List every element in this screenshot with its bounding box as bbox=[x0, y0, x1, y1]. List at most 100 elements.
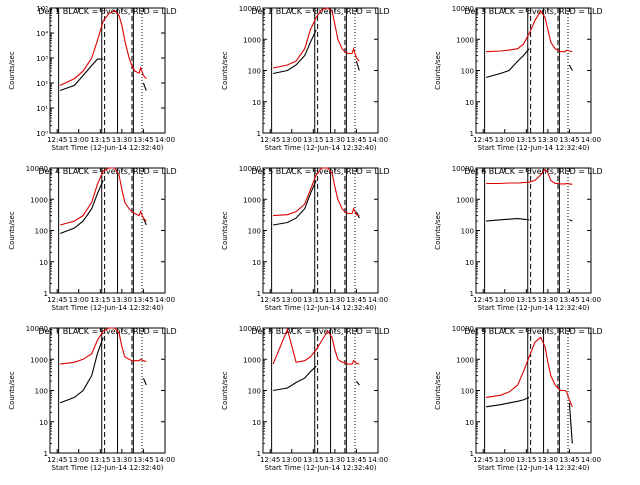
series-line-events bbox=[59, 337, 147, 404]
y-tick-label: 1000 bbox=[456, 356, 474, 364]
series-line-lld bbox=[59, 167, 147, 226]
x-axis-label: Start Time (12-Jun-14 12:32:40) bbox=[478, 464, 590, 472]
x-tick-label: 12:45 bbox=[47, 296, 67, 304]
x-tick-label: 13:45 bbox=[133, 456, 153, 464]
x-tick-label: 13:15 bbox=[90, 296, 110, 304]
x-axis-label: Start Time (12-Jun-14 12:32:40) bbox=[265, 304, 377, 312]
x-tick-label: 13:30 bbox=[538, 136, 558, 144]
y-tick-label: 1 bbox=[44, 450, 48, 458]
x-tick-label: 13:00 bbox=[495, 456, 515, 464]
plot-frame bbox=[49, 327, 166, 454]
x-tick-label: 13:00 bbox=[69, 296, 89, 304]
x-tick-label: 14:00 bbox=[155, 456, 175, 464]
x-tick-label: 13:30 bbox=[112, 136, 132, 144]
x-tick-label: 13:30 bbox=[325, 456, 345, 464]
y-axis-label: Counts/sec bbox=[8, 51, 16, 90]
y-axis-label: Counts/sec bbox=[221, 211, 229, 250]
panel-det-9: Det 9 BLACK = Events, RED = LLD 1 10 100 100… bbox=[434, 325, 603, 472]
y-tick-label: 10 bbox=[39, 419, 48, 427]
x-tick-label: 14:00 bbox=[155, 296, 175, 304]
y-tick-label: 10⁵ bbox=[36, 5, 48, 13]
plot-frame bbox=[475, 7, 592, 134]
x-tick-label: 13:00 bbox=[69, 136, 89, 144]
y-tick-label: 100 bbox=[35, 228, 48, 236]
y-tick-label: 10000 bbox=[26, 165, 48, 173]
x-tick-label: 13:45 bbox=[133, 136, 153, 144]
y-axis-label: Counts/sec bbox=[8, 371, 16, 410]
x-tick-label: 13:45 bbox=[346, 136, 366, 144]
y-tick-label: 1 bbox=[257, 450, 261, 458]
y-tick-label: 10 bbox=[465, 99, 474, 107]
plot-frame bbox=[475, 167, 592, 294]
x-tick-label: 12:45 bbox=[473, 456, 493, 464]
panel-det-3: Det 3 BLACK = Events, RED = LLD 1 10 100 100… bbox=[434, 5, 603, 152]
x-tick-label: 13:30 bbox=[325, 296, 345, 304]
y-tick-label: 10 bbox=[465, 259, 474, 267]
x-tick-label: 12:45 bbox=[473, 136, 493, 144]
y-tick-label: 1000 bbox=[30, 356, 48, 364]
x-tick-label: 13:45 bbox=[559, 136, 579, 144]
y-tick-label: 1000 bbox=[456, 36, 474, 44]
x-tick-label: 13:30 bbox=[325, 136, 345, 144]
series-line-lld bbox=[486, 9, 573, 53]
x-tick-label: 13:30 bbox=[112, 456, 132, 464]
x-tick-label: 13:00 bbox=[282, 296, 302, 304]
x-tick-label: 13:15 bbox=[90, 136, 110, 144]
y-tick-label: 1000 bbox=[243, 36, 261, 44]
y-axis-label: Counts/sec bbox=[434, 51, 442, 90]
x-tick-label: 13:00 bbox=[495, 136, 515, 144]
y-tick-label: 100 bbox=[461, 68, 474, 76]
panel-title: Det 6 BLACK = Events, RED = LLD bbox=[464, 167, 602, 176]
y-tick-label: 100 bbox=[35, 388, 48, 396]
x-tick-label: 13:30 bbox=[538, 456, 558, 464]
y-tick-label: 10000 bbox=[452, 5, 474, 13]
y-tick-label: 10³ bbox=[36, 55, 48, 63]
y-tick-label: 100 bbox=[461, 388, 474, 396]
x-axis-label: Start Time (12-Jun-14 12:32:40) bbox=[52, 144, 164, 152]
series-line-events bbox=[485, 48, 573, 78]
series-line-lld bbox=[272, 7, 360, 69]
panel-det-2: Det 2 BLACK = Events, RED = LLD110100100… bbox=[221, 5, 390, 152]
x-tick-label: 13:00 bbox=[495, 296, 515, 304]
y-tick-label: 10² bbox=[36, 80, 48, 88]
series-line-lld bbox=[486, 336, 573, 408]
x-tick-label: 13:15 bbox=[90, 456, 110, 464]
x-tick-label: 13:00 bbox=[282, 136, 302, 144]
y-tick-label: 10⁰ bbox=[36, 130, 48, 138]
x-tick-label: 13:00 bbox=[282, 456, 302, 464]
panel-det-7: Det 7 BLACK = Events, RED = LLD 1 10 100 100… bbox=[8, 325, 177, 472]
x-tick-label: 14:00 bbox=[368, 456, 388, 464]
x-tick-label: 13:15 bbox=[516, 456, 536, 464]
y-tick-label: 100 bbox=[248, 388, 261, 396]
y-tick-label: 10000 bbox=[452, 325, 474, 333]
panel-title: Det 5 BLACK = Events, RED = LLD bbox=[251, 167, 389, 176]
panel-det-4: Det 4 BLACK = Events, RED = LLD 1 10 100 100… bbox=[8, 165, 177, 312]
x-axis-label: Start Time (12-Jun-14 12:32:40) bbox=[265, 144, 377, 152]
x-tick-label: 13:45 bbox=[133, 296, 153, 304]
series-line-events bbox=[486, 396, 573, 444]
y-tick-label: 1000 bbox=[456, 196, 474, 204]
x-axis-label: Start Time (12-Jun-14 12:32:40) bbox=[478, 304, 590, 312]
x-axis-label: Start Time (12-Jun-14 12:32:40) bbox=[52, 464, 164, 472]
y-axis-label: Counts/sec bbox=[8, 211, 16, 250]
x-tick-label: 14:00 bbox=[581, 136, 601, 144]
series-line-events bbox=[59, 58, 147, 92]
y-tick-label: 1 bbox=[470, 450, 474, 458]
x-tick-label: 14:00 bbox=[155, 136, 175, 144]
y-tick-label: 10000 bbox=[239, 165, 261, 173]
x-tick-label: 13:45 bbox=[559, 296, 579, 304]
y-tick-label: 1000 bbox=[30, 196, 48, 204]
x-tick-label: 13:15 bbox=[516, 136, 536, 144]
y-tick-label: 1000 bbox=[243, 356, 261, 364]
y-axis-label: Counts/sec bbox=[434, 371, 442, 410]
y-tick-label: 10000 bbox=[452, 165, 474, 173]
x-tick-label: 13:45 bbox=[346, 296, 366, 304]
series-line-lld bbox=[486, 168, 573, 185]
x-tick-label: 13:15 bbox=[303, 456, 323, 464]
y-tick-label: 10000 bbox=[239, 325, 261, 333]
series-line-lld bbox=[59, 9, 147, 86]
series-line-lld bbox=[273, 167, 360, 217]
panel-det-6: Det 6 BLACK = Events, RED = LLD 1 10 100 100… bbox=[434, 165, 603, 312]
